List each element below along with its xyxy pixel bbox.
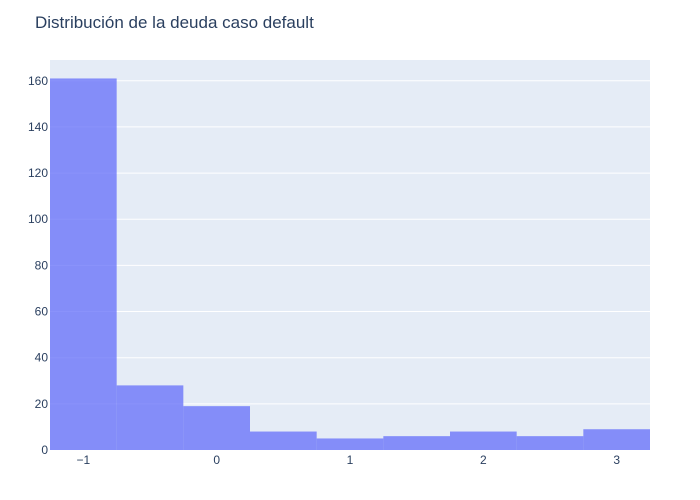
y-tick-label: 120 bbox=[28, 166, 48, 180]
grid-lines bbox=[50, 80, 650, 405]
bars bbox=[50, 78, 650, 450]
x-tick-label: 2 bbox=[480, 453, 487, 467]
x-tick-label: 1 bbox=[347, 453, 354, 467]
x-axis: −1 0 1 2 3 bbox=[76, 453, 620, 467]
x-tick-label: −1 bbox=[76, 453, 90, 467]
histogram-bar bbox=[383, 436, 450, 450]
histogram-bar bbox=[183, 406, 250, 450]
histogram-bar bbox=[316, 438, 384, 450]
histogram-bar bbox=[250, 431, 317, 450]
y-tick-label: 40 bbox=[35, 351, 49, 365]
y-tick-label: 80 bbox=[35, 258, 49, 272]
histogram-bar bbox=[50, 78, 117, 450]
y-tick-label: 160 bbox=[28, 74, 48, 88]
histogram-bar bbox=[116, 385, 184, 450]
histogram-bar bbox=[450, 431, 517, 450]
y-tick-label: 60 bbox=[35, 305, 49, 319]
chart-title: Distribución de la deuda caso default bbox=[35, 13, 314, 32]
y-tick-label: 20 bbox=[35, 397, 49, 411]
x-tick-label: 0 bbox=[213, 453, 220, 467]
y-axis: 0 20 40 60 80 100 120 140 160 bbox=[28, 74, 48, 457]
y-tick-label: 100 bbox=[28, 212, 48, 226]
plot-area bbox=[50, 60, 650, 450]
histogram-bar bbox=[583, 429, 650, 450]
y-tick-label: 0 bbox=[41, 443, 48, 457]
y-tick-label: 140 bbox=[28, 120, 48, 134]
histogram-bar bbox=[516, 436, 584, 450]
x-tick-label: 3 bbox=[613, 453, 620, 467]
